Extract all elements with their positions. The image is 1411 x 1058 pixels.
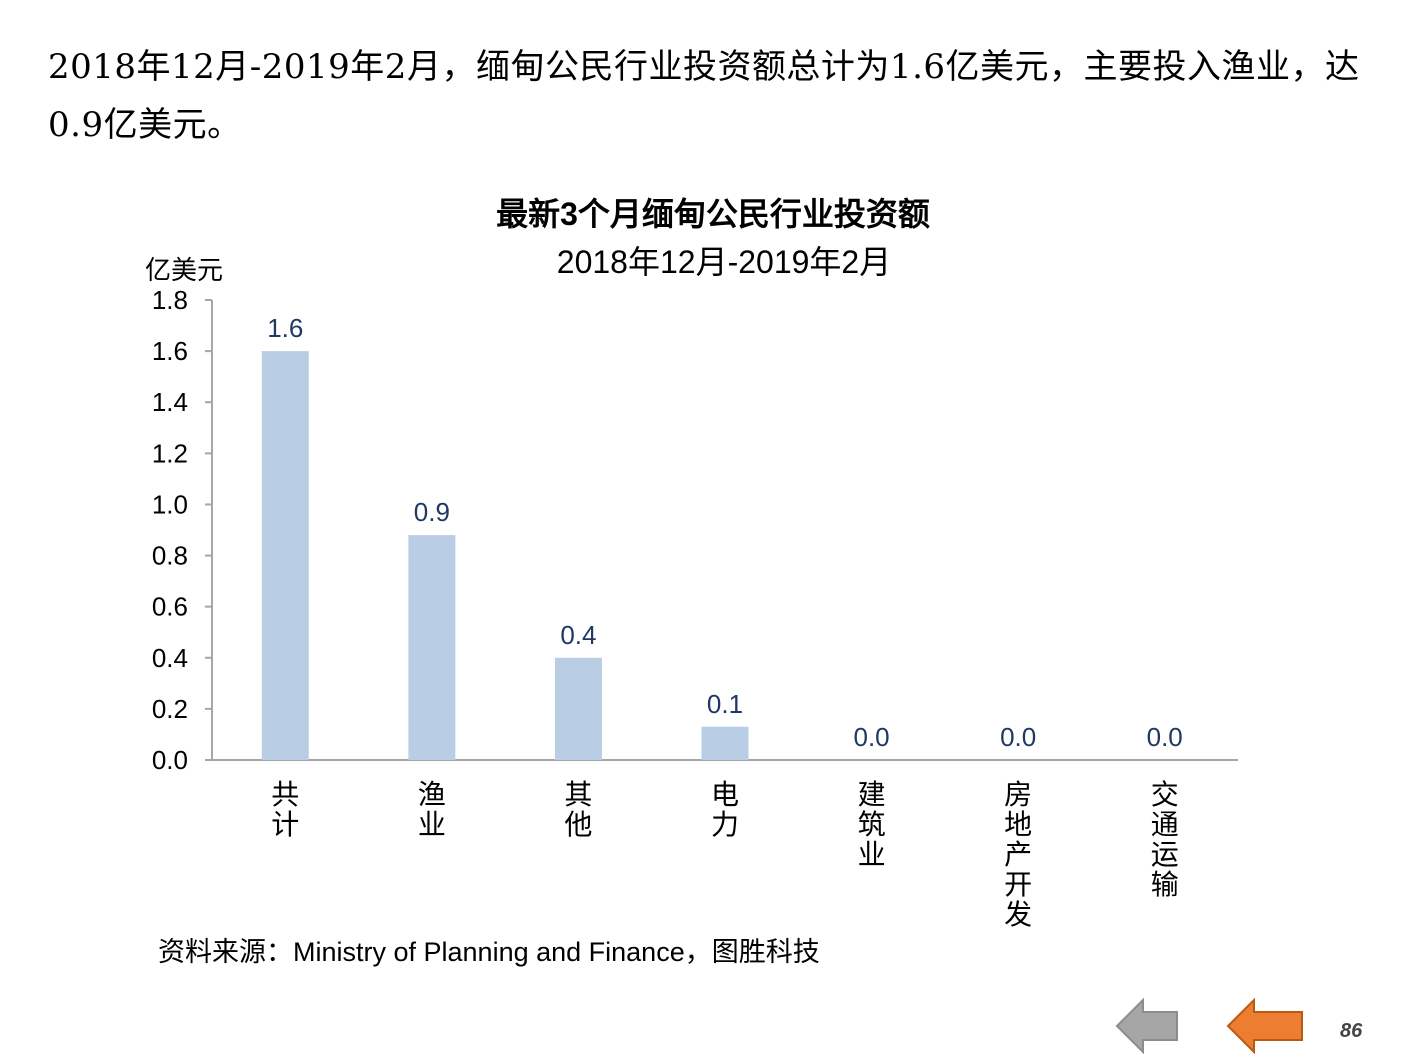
- data-label: 0.0: [1147, 722, 1183, 752]
- x-tick-label: 共计: [271, 778, 299, 841]
- data-label: 1.6: [267, 313, 303, 343]
- x-tick-label: 渔业: [418, 778, 446, 841]
- y-tick-label: 1.2: [152, 438, 188, 468]
- y-tick-label: 0.2: [152, 694, 188, 724]
- x-tick-label: 房地产开发: [1004, 778, 1032, 931]
- x-tick-label: 其他: [564, 778, 592, 841]
- bar: [701, 726, 749, 760]
- left-arrow-icon: [1226, 997, 1303, 1055]
- x-tick-label: 建筑业: [858, 778, 886, 871]
- data-label: 0.9: [414, 497, 450, 527]
- bar: [554, 657, 602, 760]
- bar: [261, 351, 309, 760]
- source-note: 资料来源：Ministry of Planning and Finance，图胜…: [158, 937, 820, 967]
- chart-title: 最新3个月缅甸公民行业投资额: [496, 196, 930, 232]
- previous-page-button[interactable]: [1113, 996, 1183, 1056]
- y-tick-label: 0.0: [152, 745, 188, 775]
- data-label: 0.0: [853, 722, 889, 752]
- left-arrow-icon: [1115, 997, 1178, 1055]
- y-axis-label: 亿美元: [145, 255, 223, 285]
- y-tick-label: 0.6: [152, 592, 188, 622]
- x-tick-label: 电力: [711, 778, 739, 841]
- x-tick-label: 交通运输: [1151, 778, 1179, 901]
- y-tick-label: 1.4: [152, 387, 188, 417]
- y-tick-label: 1.6: [152, 336, 188, 366]
- bar: [408, 535, 456, 760]
- y-tick-label: 1.0: [152, 489, 188, 519]
- next-page-button[interactable]: [1224, 996, 1306, 1056]
- bar-chart: 最新3个月缅甸公民行业投资额 2018年12月-2019年2月 亿美元 0.00…: [145, 196, 1238, 931]
- headline: 2018年12月-2019年2月，缅甸公民行业投资额总计为1.6亿美元，主要投入…: [48, 47, 1360, 145]
- data-label: 0.1: [707, 689, 743, 719]
- y-tick-label: 1.8: [152, 285, 188, 315]
- bars: 1.6 0.9 0.4 0.1 0.0 0.0 0.0: [261, 313, 1183, 760]
- data-label: 0.4: [560, 620, 596, 650]
- y-tick-label: 0.8: [152, 541, 188, 571]
- y-tick-label: 0.4: [152, 643, 188, 673]
- page-number: 86: [1340, 1020, 1363, 1042]
- data-label: 0.0: [1000, 722, 1036, 752]
- chart-subtitle: 2018年12月-2019年2月: [557, 244, 891, 280]
- axes: 0.0 0.2 0.4 0.6 0.8 1.0 1.2 1.4 1.6 1.8 共计 渔业 其他 电力 建筑…: [152, 285, 1238, 931]
